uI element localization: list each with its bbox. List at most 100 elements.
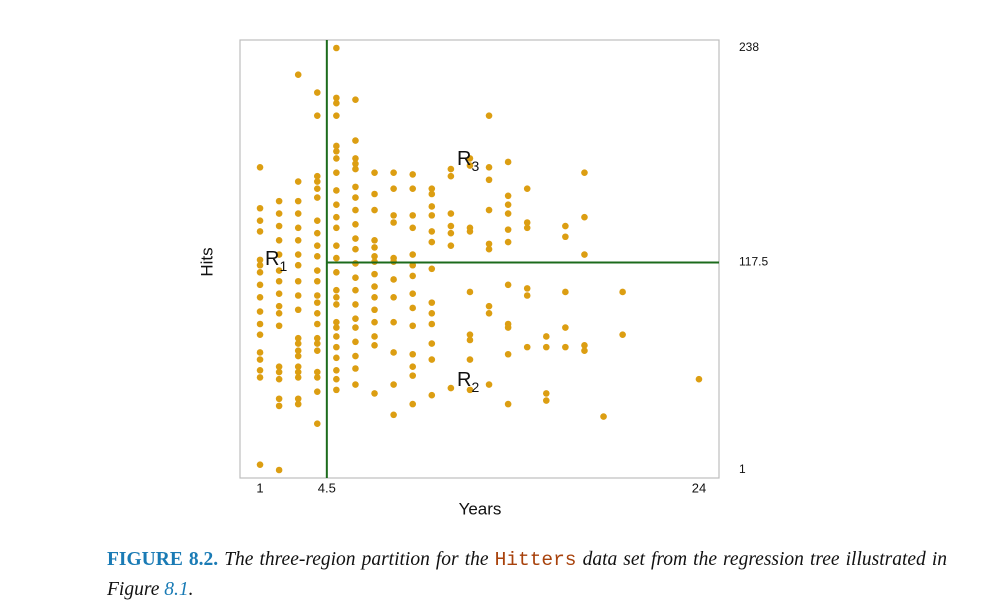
point bbox=[428, 212, 436, 219]
point bbox=[352, 206, 359, 214]
point bbox=[390, 276, 397, 283]
region-label: R3 bbox=[457, 148, 479, 173]
point bbox=[466, 155, 474, 162]
point bbox=[466, 386, 474, 394]
point bbox=[428, 356, 436, 363]
point bbox=[466, 331, 474, 338]
point bbox=[294, 178, 302, 185]
caption: FIGURE 8.2. The three-region partition f… bbox=[107, 545, 947, 605]
point bbox=[485, 240, 493, 248]
point bbox=[313, 185, 321, 192]
point bbox=[352, 315, 359, 322]
region-label: R2 bbox=[457, 369, 479, 394]
point bbox=[428, 310, 436, 317]
point bbox=[504, 210, 512, 217]
point bbox=[428, 299, 436, 306]
point bbox=[294, 395, 302, 403]
point bbox=[313, 277, 321, 285]
point bbox=[409, 185, 417, 192]
point bbox=[333, 286, 340, 294]
point bbox=[313, 299, 321, 306]
point bbox=[294, 352, 302, 360]
point bbox=[256, 356, 264, 363]
point bbox=[371, 244, 378, 251]
point bbox=[256, 228, 264, 235]
point bbox=[485, 302, 493, 310]
point bbox=[275, 466, 283, 474]
point bbox=[504, 201, 512, 208]
point bbox=[409, 372, 417, 379]
point bbox=[275, 210, 283, 217]
point bbox=[371, 342, 378, 349]
plot-frame bbox=[239, 39, 720, 479]
point bbox=[390, 349, 397, 356]
x-axis-label: Years bbox=[459, 499, 502, 518]
point bbox=[447, 222, 455, 230]
point bbox=[275, 402, 283, 410]
point bbox=[333, 155, 340, 162]
point bbox=[504, 281, 512, 289]
point bbox=[562, 324, 569, 331]
point bbox=[562, 343, 569, 351]
point bbox=[313, 368, 321, 376]
point bbox=[333, 44, 340, 52]
point bbox=[333, 112, 340, 119]
point bbox=[333, 318, 340, 326]
point bbox=[485, 245, 493, 253]
region-letter: R bbox=[265, 248, 279, 270]
point bbox=[371, 283, 378, 290]
point bbox=[352, 165, 359, 173]
point bbox=[313, 347, 321, 354]
point bbox=[275, 310, 283, 317]
point bbox=[409, 251, 417, 258]
point bbox=[256, 461, 264, 468]
point bbox=[409, 322, 417, 330]
caption-ref[interactable]: 8.1 bbox=[164, 579, 189, 600]
point bbox=[562, 288, 569, 296]
point bbox=[313, 420, 321, 427]
point bbox=[504, 238, 512, 246]
point bbox=[275, 375, 283, 383]
point bbox=[409, 400, 417, 408]
point bbox=[504, 158, 512, 166]
point bbox=[333, 147, 340, 155]
point bbox=[581, 213, 588, 221]
point bbox=[466, 288, 474, 296]
point bbox=[333, 187, 340, 194]
caption-text: . bbox=[188, 579, 194, 600]
point bbox=[352, 274, 359, 281]
point bbox=[466, 162, 474, 169]
point bbox=[256, 308, 264, 315]
point bbox=[313, 112, 321, 119]
point bbox=[352, 235, 359, 242]
point bbox=[390, 293, 397, 301]
point bbox=[504, 226, 512, 233]
point bbox=[313, 374, 321, 381]
point bbox=[390, 411, 397, 419]
point bbox=[294, 368, 302, 376]
point bbox=[313, 217, 321, 225]
point bbox=[333, 343, 340, 351]
point bbox=[256, 164, 264, 171]
region-letter: R bbox=[457, 148, 471, 170]
point bbox=[581, 342, 588, 349]
point bbox=[352, 381, 359, 388]
point bbox=[523, 292, 531, 299]
point bbox=[333, 242, 340, 249]
point bbox=[447, 210, 455, 217]
point bbox=[333, 169, 340, 176]
point bbox=[294, 334, 302, 342]
point bbox=[485, 176, 493, 184]
point bbox=[371, 237, 378, 244]
point bbox=[275, 237, 283, 244]
point bbox=[313, 388, 321, 395]
point bbox=[504, 400, 512, 408]
point bbox=[352, 301, 359, 308]
point bbox=[352, 160, 359, 168]
point bbox=[256, 256, 264, 264]
point bbox=[294, 340, 302, 347]
point bbox=[352, 137, 359, 144]
y-tick-label: 117.5 bbox=[739, 255, 768, 269]
point bbox=[523, 285, 531, 292]
x-tick-label: 24 bbox=[692, 480, 706, 495]
